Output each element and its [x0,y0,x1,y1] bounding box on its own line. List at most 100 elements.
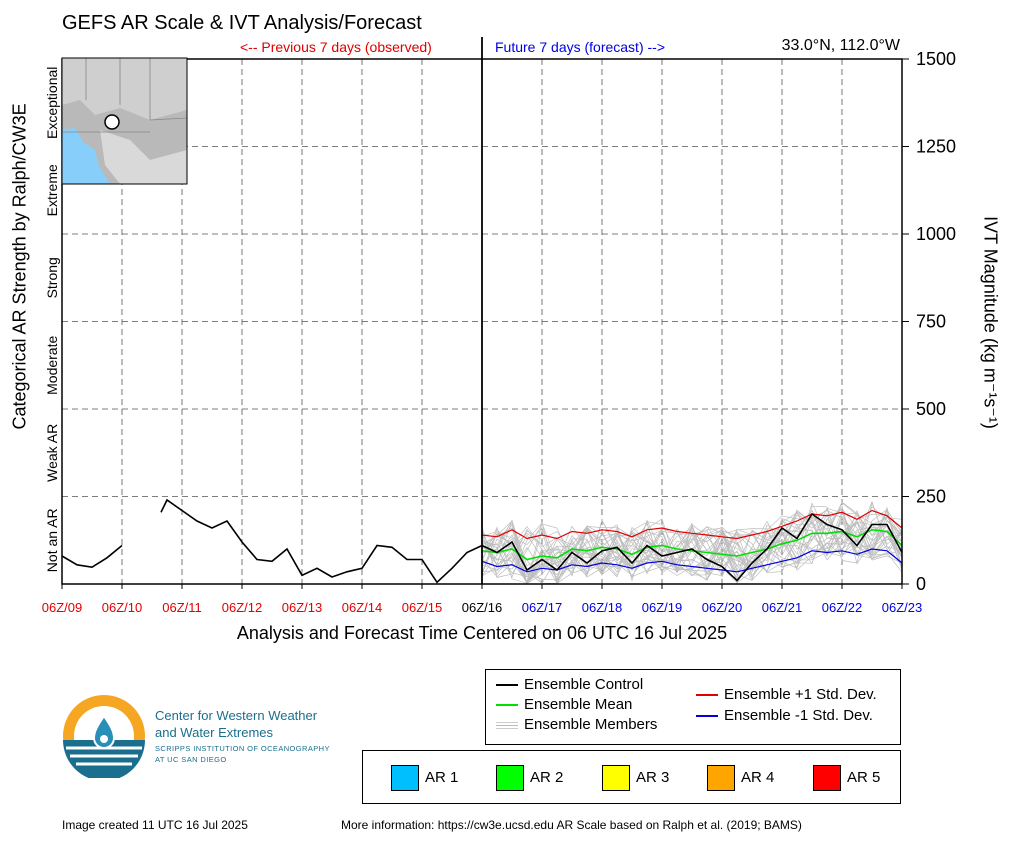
legend-members-label: Ensemble Members [524,716,658,733]
y-tick-label: 750 [916,312,946,332]
ar-scale-swatch-3 [602,765,630,791]
ar-scale-swatch-4 [707,765,735,791]
ensemble-member-line [481,509,903,584]
logo-drop-core [100,735,108,743]
ensemble-member-line [481,501,903,584]
control-observed-line [61,544,123,569]
ensemble-member-line [481,518,903,584]
series-legend: Ensemble Control Ensemble Mean Ensemble … [485,669,901,745]
control-observed-line [160,498,483,584]
x-axis-label: Analysis and Forecast Time Centered on 0… [236,623,728,643]
ar-category-label: Not an AR [44,508,60,572]
map-gulf [80,140,100,172]
plus-sd-line [481,509,903,540]
ar-scale-swatch-5 [813,765,841,791]
ar-category-label: Exceptional [44,67,60,139]
ar-category-label: Extreme [44,164,60,216]
legend-members: Ensemble Members [496,716,657,733]
legend-plus-sd: Ensemble +1 Std. Dev. [696,686,877,703]
ensemble-member-line [481,518,903,576]
org-name-line2: and Water Extremes [155,725,274,740]
x-tick-label: 06Z/11 [162,600,202,615]
x-tick-label: 06Z/22 [822,600,862,615]
future-period-label: Future 7 days (forecast) --> [495,39,666,55]
ar-scale-swatch-2 [496,765,524,791]
ensemble-member-line [481,509,903,585]
y-tick-label: 500 [916,399,946,419]
x-tick-label: 06Z/12 [222,600,262,615]
legend-minus-sd-label: Ensemble -1 Std. Dev. [724,707,873,724]
previous-period-label: <-- Previous 7 days (observed) [240,39,432,55]
x-tick-label: 06Z/17 [522,600,562,615]
minus-sd-line [481,548,903,573]
legend-plus-sd-label: Ensemble +1 Std. Dev. [724,686,877,703]
left-y-axis-label: Categorical AR Strength by Ralph/CW3E [9,103,30,430]
ar-scale-item-1: AR 1 [391,765,458,791]
ensemble-members [481,500,903,585]
cw3e-logo [63,695,145,778]
chart-series [61,498,903,584]
ensemble-member-line [481,506,903,584]
legend-mean-swatch [496,704,518,707]
ar-scale-item-2: AR 2 [496,765,563,791]
y-tick-label: 250 [916,487,946,507]
ensemble-member-line [481,522,903,583]
ar-scale-label-1: AR 1 [425,768,459,786]
water-drop-icon [92,714,116,749]
location-coords: 33.0°N, 112.0°W [781,37,900,54]
org-affiliation-line2: AT UC SAN DIEGO [155,755,227,764]
x-tick-label: 06Z/15 [402,600,442,615]
ensemble-mean-line [481,528,903,561]
x-tick-label: 06Z/21 [762,600,802,615]
ensemble-member-line [481,509,903,581]
ar-scale-item-4: AR 4 [707,765,774,791]
legend-members-swatch [496,724,518,726]
legend-minus-sd: Ensemble -1 Std. Dev. [696,707,873,724]
legend-minus-sd-swatch [696,715,718,718]
ensemble-member-line [481,509,903,585]
chart-title: GEFS AR Scale & IVT Analysis/Forecast [62,12,422,34]
legend-control-label: Ensemble Control [524,676,644,693]
ar-scale-swatch-1 [391,765,419,791]
ar-scale-label-5: AR 5 [847,768,881,786]
map-borders [62,58,188,133]
ar-scale-legend: AR 1 AR 2 AR 3 AR 4 AR 5 [362,750,901,804]
legend-control: Ensemble Control [496,676,643,693]
x-tick-label: 06Z/13 [282,600,322,615]
chart-axes [61,37,903,585]
control-forecast-line [481,512,903,582]
more-info-note: More information: https://cw3e.ucsd.edu … [341,818,802,832]
ar-scale-item-5: AR 5 [813,765,880,791]
ensemble-member-line [481,528,903,577]
right-y-axis-label: IVT Magnitude (kg m⁻¹s⁻¹) [980,216,1001,429]
map-terrain-desert [100,130,187,184]
ar-scale-label-2: AR 2 [530,768,564,786]
x-tick-label: 06Z/14 [342,600,382,615]
chart-ticks: 06Z/09 06Z/10 06Z/11 06Z/12 06Z/13 06Z/14 06Z/… [42,49,956,615]
y-tick-label: 1500 [916,49,956,69]
org-affiliation-line1: SCRIPPS INSTITUTION OF OCEANOGRAPHY [155,744,330,753]
x-tick-label: 06Z/23 [882,600,922,615]
ensemble-member-line [481,507,903,585]
ar-scale-item-3: AR 3 [602,765,669,791]
location-map-inset [61,57,188,185]
legend-mean-label: Ensemble Mean [524,696,633,713]
x-tick-label: 06Z/19 [642,600,682,615]
x-tick-label: 06Z/18 [582,600,622,615]
map-frame [61,57,188,185]
x-tick-label: 06Z/10 [102,600,142,615]
legend-plus-sd-swatch [696,694,718,697]
legend-mean: Ensemble Mean [496,696,632,713]
ar-category-label: Moderate [44,336,60,395]
y-tick-label: 0 [916,574,926,594]
ar-category-label: Weak AR [44,424,60,482]
y-tick-label: 1000 [916,224,956,244]
legend-control-swatch [496,684,518,687]
ar-category-label: Strong [44,257,60,298]
location-marker [104,114,120,130]
x-tick-label: 06Z/09 [42,600,82,615]
ar-scale-label-3: AR 3 [636,768,670,786]
y-tick-label: 1250 [916,137,956,157]
x-tick-label: 06Z/20 [702,600,742,615]
